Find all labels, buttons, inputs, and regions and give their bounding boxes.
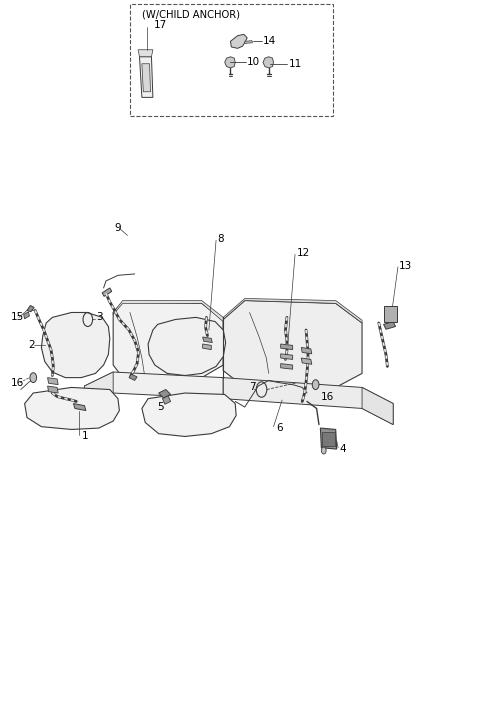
Polygon shape [84, 372, 223, 407]
Text: 13: 13 [399, 260, 412, 270]
Text: 9: 9 [115, 223, 121, 233]
Polygon shape [41, 312, 110, 378]
Polygon shape [142, 393, 236, 437]
Polygon shape [113, 302, 223, 378]
Polygon shape [203, 344, 211, 350]
Polygon shape [225, 57, 235, 68]
Polygon shape [263, 57, 274, 68]
Polygon shape [281, 344, 293, 350]
Polygon shape [158, 390, 170, 398]
Polygon shape [301, 358, 312, 364]
Polygon shape [24, 312, 29, 319]
Polygon shape [223, 378, 393, 425]
Text: 11: 11 [289, 59, 302, 69]
Text: 14: 14 [263, 37, 276, 46]
Polygon shape [203, 337, 212, 343]
Bar [323, 432, 335, 446]
Polygon shape [301, 347, 312, 354]
Text: 12: 12 [297, 248, 310, 258]
Polygon shape [162, 396, 170, 404]
Polygon shape [73, 404, 86, 411]
Circle shape [312, 380, 319, 390]
Text: 15: 15 [11, 312, 24, 322]
Polygon shape [113, 300, 223, 322]
Text: 3: 3 [96, 312, 103, 322]
Text: 4: 4 [339, 444, 346, 454]
Polygon shape [48, 378, 58, 385]
Polygon shape [129, 374, 137, 380]
Polygon shape [230, 34, 247, 48]
Polygon shape [102, 288, 112, 296]
Polygon shape [223, 300, 362, 388]
Polygon shape [138, 50, 153, 57]
Bar [384, 306, 397, 322]
Polygon shape [48, 386, 58, 393]
Polygon shape [84, 372, 113, 407]
Text: (W/CHILD ANCHOR): (W/CHILD ANCHOR) [142, 10, 240, 20]
Polygon shape [24, 388, 120, 430]
Polygon shape [27, 305, 34, 312]
Text: 16: 16 [321, 392, 334, 402]
Polygon shape [223, 298, 362, 323]
Circle shape [322, 447, 326, 454]
Text: 5: 5 [157, 402, 164, 412]
Polygon shape [384, 322, 396, 329]
Polygon shape [140, 57, 153, 98]
Polygon shape [245, 41, 252, 44]
Polygon shape [281, 354, 293, 359]
Polygon shape [148, 317, 226, 376]
Text: 17: 17 [154, 20, 167, 30]
Polygon shape [362, 388, 393, 425]
Text: 2: 2 [28, 340, 35, 350]
Text: 1: 1 [82, 432, 89, 442]
Text: 6: 6 [276, 423, 283, 433]
Polygon shape [142, 64, 151, 92]
Text: 16: 16 [11, 378, 24, 388]
Text: 7: 7 [250, 383, 256, 392]
Bar [130, 4, 333, 117]
Text: 10: 10 [247, 58, 260, 67]
Text: 8: 8 [217, 234, 224, 244]
Polygon shape [281, 364, 293, 369]
Polygon shape [321, 428, 336, 449]
Circle shape [30, 373, 36, 383]
